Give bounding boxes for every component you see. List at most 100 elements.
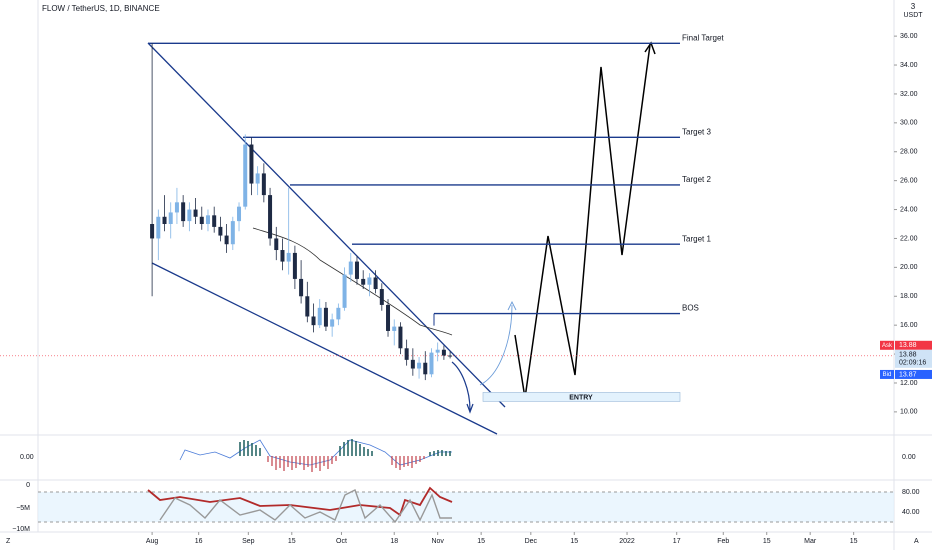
pane-label: 0.00 [902, 454, 916, 461]
candle-body [367, 277, 372, 285]
candle-body [361, 278, 366, 285]
candle-body [292, 252, 297, 279]
y-tick-label: 18.00 [900, 293, 918, 300]
x-tick-label: 15 [850, 538, 858, 545]
bid-value: 13.87 [899, 371, 917, 378]
target-label: Target 1 [682, 234, 711, 243]
candle-body [224, 235, 229, 245]
chart-title: FLOW / TetherUS, 1D, BINANCE [42, 4, 160, 13]
pane-label: −5M [16, 505, 30, 512]
last-price-tag [895, 349, 932, 368]
y-tick-label: 34.00 [900, 62, 918, 69]
x-tick-label: 15 [763, 538, 771, 545]
candle-body [218, 226, 223, 236]
target-label: Target 3 [682, 127, 711, 136]
candle-body [150, 224, 155, 239]
arrow [479, 304, 513, 386]
x-tick-label: 17 [673, 538, 681, 545]
trend-line [151, 262, 498, 435]
x-tick-label: 2022 [619, 538, 635, 545]
x-tick-label: 15 [570, 538, 578, 545]
y-tick-label: 20.00 [900, 264, 918, 271]
entry-box [482, 392, 681, 402]
x-tick-label: Mar [804, 538, 817, 545]
candle-body [249, 144, 254, 184]
rsi-band [38, 492, 894, 522]
target-label: Final Target [682, 33, 724, 42]
candle-body [379, 289, 384, 305]
candle-body [404, 348, 409, 360]
y-tick-label: 10.00 [900, 409, 918, 416]
y-tick-label: 22.00 [900, 235, 918, 242]
x-tick-label: 15 [288, 538, 296, 545]
arrow-head [507, 300, 517, 311]
candle-body [448, 355, 453, 357]
corner-label: Z [6, 538, 11, 545]
candle-body [299, 278, 304, 297]
candle-body [417, 362, 422, 369]
x-tick-label: Dec [525, 538, 538, 545]
candle-body [398, 326, 403, 349]
candle-body [441, 349, 446, 356]
candle-body [323, 307, 328, 327]
ask-value-tag [895, 340, 932, 350]
candle-body [311, 316, 316, 326]
candle-body [274, 238, 279, 251]
y-tick-label: 12.00 [900, 380, 918, 387]
candle-body [429, 352, 434, 375]
candle-body [330, 319, 335, 327]
pane-label: 0 [26, 482, 30, 489]
candle-body [156, 216, 161, 239]
candle-body [280, 250, 285, 262]
y-tick-label: 36.00 [900, 33, 918, 40]
y-tick-label: 30.00 [900, 120, 918, 127]
candle-body [392, 326, 397, 331]
bid-label: Bid [883, 372, 892, 378]
ask-label: Ask [882, 343, 893, 349]
trend-line [147, 42, 506, 408]
x-tick-label: Feb [717, 538, 729, 545]
candle-body [205, 215, 210, 225]
pane-label: 0.00 [20, 454, 34, 461]
candle-body [354, 261, 359, 279]
candle-body [193, 209, 198, 217]
x-tick-label: 15 [477, 538, 485, 545]
countdown: 02:09:16 [899, 360, 926, 367]
candle-body [212, 215, 217, 227]
candle-body [268, 195, 273, 239]
x-tick-label: Nov [431, 538, 444, 545]
candle-body [199, 216, 204, 225]
ask-value: 13.88 [899, 342, 917, 349]
y-tick-label: 26.00 [900, 177, 918, 184]
candle-body [305, 296, 310, 317]
candle-body [187, 209, 192, 222]
corner-label: A [914, 538, 919, 545]
candle-body [373, 277, 378, 290]
bid-value-tag [895, 369, 932, 379]
last-price: 13.88 [899, 352, 917, 359]
arrow [451, 361, 471, 411]
candle-body [230, 221, 235, 245]
y-tick-label: 24.00 [900, 206, 918, 213]
volume-line [147, 486, 453, 517]
candle-body [336, 307, 341, 320]
candle-body [348, 261, 353, 275]
scale-count: 3 [911, 2, 916, 11]
bid-tag [880, 369, 894, 379]
candle-body [435, 349, 440, 353]
histogram-up [239, 439, 451, 456]
y-tick-label: 32.00 [900, 91, 918, 98]
pane-label: 80.00 [902, 489, 920, 496]
target-label: Target 2 [682, 175, 711, 184]
candle-body [342, 274, 347, 308]
x-tick-label: 16 [195, 538, 203, 545]
pane-label: −10M [12, 526, 30, 533]
ask-tag [880, 340, 894, 350]
candle-body [237, 206, 242, 222]
target-label: BOS [682, 304, 699, 313]
rsi-line [159, 489, 452, 524]
pane-label: 40.00 [902, 509, 920, 516]
candle-body [168, 212, 173, 225]
